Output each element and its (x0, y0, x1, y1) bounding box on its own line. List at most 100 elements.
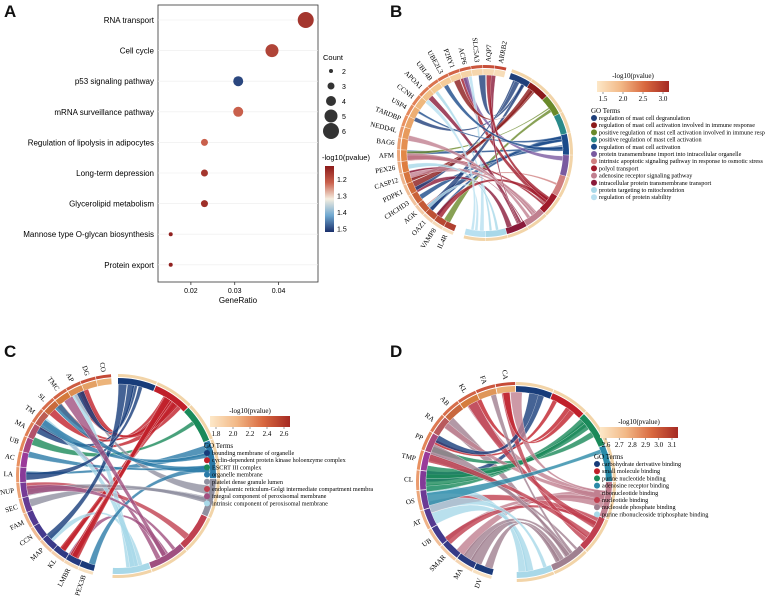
panel-c-term-pvalue-segment (210, 439, 220, 479)
panel-c-gene-segment (20, 452, 29, 468)
panel-b-gene-segment (415, 97, 427, 110)
panel-b-gene-pvalue-segment (414, 204, 425, 216)
panel-a-category-label: Cell cycle (120, 47, 155, 56)
panel-b-gene-segment (401, 150, 408, 162)
panel-c-gene-label: TMC (46, 375, 61, 392)
panel-d-term-segment (516, 565, 553, 578)
panel-d-term-dot (594, 482, 600, 489)
panel-c-term-label: ESCRT III complex (212, 464, 262, 471)
panel-d-ribbon (425, 423, 590, 479)
panel-c-gene-pvalue-segment (63, 559, 79, 570)
panel-c-gene-pvalue-segment (66, 381, 81, 391)
panel-d-gene-segment (496, 386, 516, 394)
panel-d-legend-tick-label: 3.1 (668, 441, 677, 449)
panel-d-ribbon (490, 394, 573, 555)
panel-c-gene-segment (23, 437, 34, 454)
panel-d-gene-pvalue-segment (430, 414, 445, 433)
panel-c-legend-tick-label: 1.8 (212, 430, 221, 438)
panel-a-point (233, 76, 244, 87)
panel-a-plot-frame (157, 4, 319, 283)
panel-b-term-dot (591, 158, 597, 165)
panel-d-term-dot (594, 468, 600, 475)
panel-d-gene-segment (457, 553, 477, 569)
panel-d-term-segment (516, 386, 553, 399)
panel-b-chord: IL4RVAMP8OAZ1AGKCHCHD3PDPK1CASP12PEX26AF… (369, 37, 574, 250)
panel-a-point (233, 106, 244, 117)
panel-a-point (297, 12, 314, 28)
panel-b-term-dot (591, 143, 597, 150)
panel-b-gene-segment (402, 127, 411, 140)
panel-b-term-dot (591, 165, 597, 172)
panel-c-ribbon (54, 403, 211, 473)
panel-b-term-dot (591, 151, 597, 157)
panel-d-gene-pvalue-segment (475, 384, 496, 394)
panel-b-term-segment (539, 193, 558, 213)
panel-a-category-label: Long-term depression (76, 169, 154, 178)
panel-b-gene-label: BAG6 (376, 137, 396, 147)
panel-b-gene-label: CASP12 (374, 176, 400, 191)
panel-c-gene-label: SEC (4, 503, 19, 515)
panel-b-gene-segment (418, 200, 430, 213)
panel-b-gene-segment (460, 70, 473, 79)
panel-d-gene-pvalue-segment (416, 470, 420, 491)
panel-c-term-segment (149, 544, 184, 569)
panel-d-ribbon (510, 391, 606, 494)
panel-d-term-pvalue-segment (605, 482, 616, 520)
panel-c-gene-pvalue-segment (16, 482, 22, 499)
panel-d-gene-pvalue-segment (420, 510, 431, 530)
panel-c-gene-segment (81, 380, 98, 391)
panel-a-category-label: p53 signaling pathway (75, 77, 154, 86)
panel-c-term-segment (184, 407, 210, 443)
panel-a-size-legend-label: 4 (342, 99, 346, 106)
panel-b-term-dot (591, 172, 597, 179)
panel-c-gene-pvalue-segment (31, 409, 44, 423)
panel-c-term-label: cyclin-dependent protein kinase holoenzy… (212, 457, 347, 464)
panel-c-gene-label: CCN (18, 533, 34, 548)
panel-b-term-pvalue-segment (566, 155, 573, 178)
panel-d-term-dot (594, 511, 600, 518)
panel-d-term-label: nucleotide binding (602, 497, 648, 504)
panel-b-legend-tick-label: 1.5 (599, 95, 608, 103)
panel-d-term-label: carbohydrate derivative binding (602, 461, 681, 468)
panel-d-gene-segment (460, 394, 480, 409)
panel-c-gene-label: TM (23, 403, 37, 416)
panel-d-ribbon (470, 521, 561, 566)
panel-c-gene-segment (20, 467, 27, 483)
panel-b-gene-segment (401, 138, 409, 150)
panel-d-gene-segment (433, 417, 450, 436)
panel-b-term-label: regulation of protein stability (599, 194, 672, 201)
panel-d-term-label: small molecule binding (602, 468, 660, 475)
panel-c-gene-label: FAM (9, 518, 26, 532)
panel-b-term-segment (464, 228, 486, 238)
panel-d-term-dot (594, 497, 600, 503)
panel-b-gene-segment (444, 221, 457, 232)
panel-d-gene-segment (445, 404, 464, 421)
panel-c-gene-label: SL (36, 392, 47, 403)
panel-a-point (200, 200, 208, 208)
panel-b-gene-segment (449, 72, 462, 83)
panel-c-terms-title: GO Terms (204, 442, 233, 450)
panel-b-gene-pvalue-segment (403, 184, 411, 196)
panel-b-gene-label: USP4 (390, 96, 409, 111)
panel-d-term-segment (599, 482, 612, 519)
panel-c-term-label: organelle membrane (212, 472, 263, 479)
panel-c-gene-pvalue-segment (95, 374, 112, 380)
panel-c-term-pvalue-segment (208, 479, 220, 518)
panel-c-term-label: integral component of peroxisomal membra… (212, 493, 327, 500)
panel-b-gene-pvalue-segment (442, 227, 454, 235)
panel-c-gene-label: MAP (29, 546, 46, 562)
panel-a-size-legend-dot (324, 109, 338, 123)
panel-d-ribbon (428, 453, 591, 538)
panel-a-color-legend-title: -log10(pvalue) (322, 153, 370, 162)
panel-d-term-label: ribonucleotide binding (602, 490, 658, 497)
panel-c-gene-segment (68, 385, 84, 397)
panel-c-legend-tick-label: 2.6 (280, 430, 289, 438)
panel-b-gene-label: ACP6 (457, 47, 469, 66)
panel-d-gene-pvalue-segment (416, 450, 425, 470)
panel-a-category-label: Protein export (104, 261, 155, 270)
panel-d-term-label: nucleoside phosphate binding (602, 504, 676, 511)
panel-a-x-axis-label: GeneRatio (219, 296, 258, 305)
panel-b-term-label: positive regulation of mast cell activat… (599, 137, 702, 144)
panel-b-gene-pvalue-segment (447, 68, 460, 76)
